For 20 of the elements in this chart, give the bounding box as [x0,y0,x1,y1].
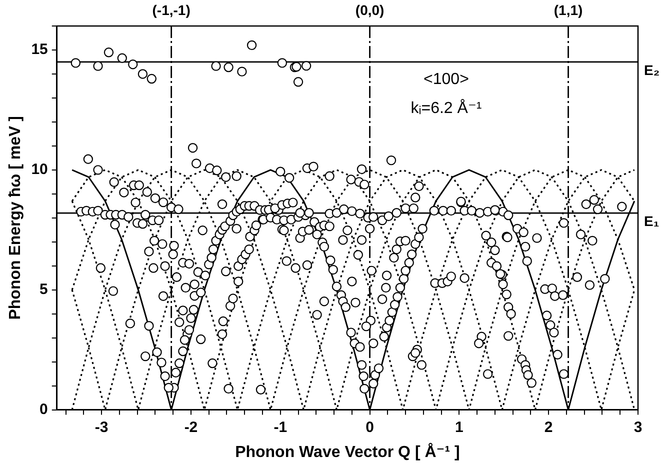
annotation: (-1,-1) [152,2,190,18]
y-tick-label: 5 [40,281,48,298]
y-axis-title: Phonon Energy ħω [ meV ] [7,116,24,320]
x-tick-label: -2 [184,418,198,436]
x-tick-label: 2 [544,418,553,436]
x-tick-label: 0 [366,418,374,436]
x-tick-label: 1 [455,418,464,436]
annotation: kᵢ=6.2 Å⁻¹ [410,98,482,117]
annotation: <100> [424,71,469,88]
y-tick-label: 10 [31,161,48,178]
ref-line-label: E₂ [644,62,660,78]
annotation: (1,1) [554,2,583,18]
x-tick-label: -3 [94,418,108,436]
y-tick-label: 15 [31,41,48,58]
x-tick-label: 3 [634,418,642,436]
annotation: (0,0) [355,2,384,18]
x-axis-title: Phonon Wave Vector Q [ Å⁻¹ ] [235,442,460,461]
ref-line-label: E₁ [644,212,660,229]
x-tick-label: -1 [274,418,288,436]
y-tick-label: 0 [40,400,48,418]
